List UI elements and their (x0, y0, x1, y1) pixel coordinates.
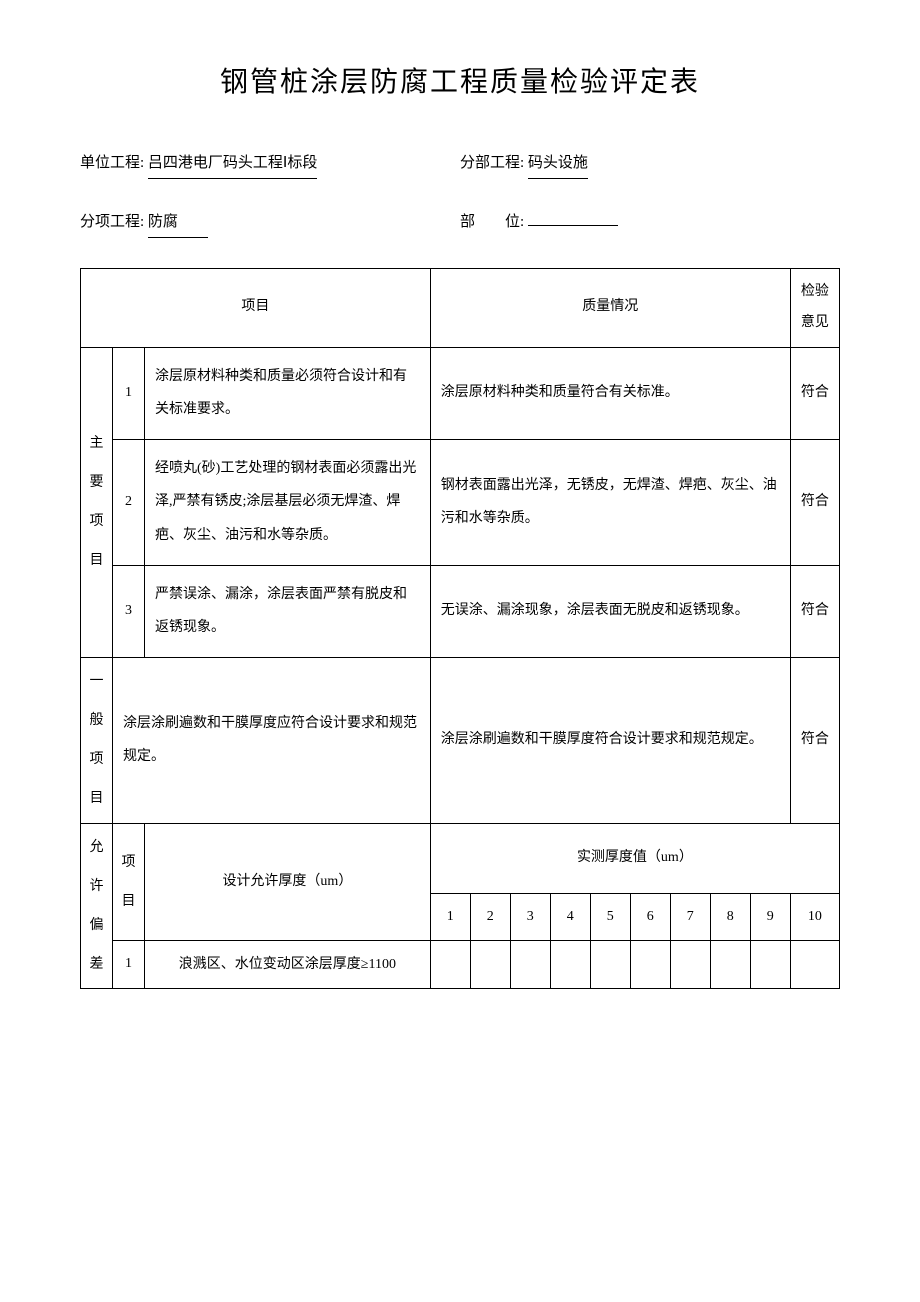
measure-num: 6 (630, 893, 670, 941)
row-opinion: 符合 (790, 347, 839, 439)
measure-header: 实测厚度值（um） (430, 823, 839, 893)
item-label: 分项工程: (80, 214, 144, 230)
item-value: 防腐 (148, 209, 208, 238)
row-opinion: 符合 (790, 565, 839, 657)
section-label: 分部工程: (460, 155, 524, 171)
measure-value (670, 941, 710, 989)
row-status: 无误涂、漏涂现象，涂层表面无脱皮和返锈现象。 (430, 565, 790, 657)
measure-num: 7 (670, 893, 710, 941)
position-value (528, 224, 618, 226)
measure-value (710, 941, 750, 989)
meta-position: 部 位: (460, 209, 840, 238)
measure-num: 10 (790, 893, 839, 941)
unit-value: 吕四港电厂码头工程Ⅰ标段 (148, 150, 317, 179)
row-num: 3 (113, 565, 145, 657)
row-desc: 严禁误涂、漏涂，涂层表面严禁有脱皮和返锈现象。 (145, 565, 431, 657)
measure-value (510, 941, 550, 989)
measure-num: 3 (510, 893, 550, 941)
tolerance-header-row: 允许偏差 项目 设计允许厚度（um） 实测厚度值（um） (81, 823, 840, 893)
measure-num: 8 (710, 893, 750, 941)
section-value: 码头设施 (528, 150, 588, 179)
measure-value (430, 941, 470, 989)
row-status: 钢材表面露出光泽，无锈皮，无焊渣、焊疤、灰尘、油污和水等杂质。 (430, 439, 790, 565)
measure-num: 4 (550, 893, 590, 941)
measure-value (790, 941, 839, 989)
page-title: 钢管桩涂层防腐工程质量检验评定表 (80, 60, 840, 100)
measure-value (590, 941, 630, 989)
row-desc: 涂层原材料种类和质量必须符合设计和有关标准要求。 (145, 347, 431, 439)
design-thickness-label: 设计允许厚度（um） (145, 823, 431, 941)
row-status: 涂层原材料种类和质量符合有关标准。 (430, 347, 790, 439)
measure-value (630, 941, 670, 989)
measure-num: 2 (470, 893, 510, 941)
table-row: 一般项目 涂层涂刷遍数和干膜厚度应符合设计要求和规范规定。 涂层涂刷遍数和干膜厚… (81, 657, 840, 823)
measure-value (470, 941, 510, 989)
measure-num: 9 (750, 893, 790, 941)
tolerance-row-num: 1 (113, 941, 145, 989)
general-items-label: 一般项目 (81, 657, 113, 823)
meta-row-1: 单位工程: 吕四港电厂码头工程Ⅰ标段 分部工程: 码头设施 (80, 150, 840, 179)
tolerance-row-desc: 浪溅区、水位变动区涂层厚度≥1100 (145, 941, 431, 989)
tolerance-sub-label: 项目 (113, 823, 145, 941)
meta-section: 分部工程: 码头设施 (460, 150, 840, 179)
header-row: 项目 质量情况 检验意见 (81, 269, 840, 348)
meta-unit: 单位工程: 吕四港电厂码头工程Ⅰ标段 (80, 150, 460, 179)
row-desc: 经喷丸(砂)工艺处理的钢材表面必须露出光泽,严禁有锈皮;涂层基层必须无焊渣、焊疤… (145, 439, 431, 565)
header-project: 项目 (81, 269, 431, 348)
row-opinion: 符合 (790, 439, 839, 565)
row-desc: 涂层涂刷遍数和干膜厚度应符合设计要求和规范规定。 (113, 657, 431, 823)
table-row: 3 严禁误涂、漏涂，涂层表面严禁有脱皮和返锈现象。 无误涂、漏涂现象，涂层表面无… (81, 565, 840, 657)
header-quality: 质量情况 (430, 269, 790, 348)
header-opinion: 检验意见 (790, 269, 839, 348)
meta-row-2: 分项工程: 防腐 部 位: (80, 209, 840, 238)
tolerance-label: 允许偏差 (81, 823, 113, 989)
tolerance-data-row: 1 浪溅区、水位变动区涂层厚度≥1100 (81, 941, 840, 989)
measure-num: 5 (590, 893, 630, 941)
row-status: 涂层涂刷遍数和干膜厚度符合设计要求和规范规定。 (430, 657, 790, 823)
measure-value (550, 941, 590, 989)
measure-num: 1 (430, 893, 470, 941)
main-table: 项目 质量情况 检验意见 主要项目 1 涂层原材料种类和质量必须符合设计和有关标… (80, 268, 840, 989)
table-row: 2 经喷丸(砂)工艺处理的钢材表面必须露出光泽,严禁有锈皮;涂层基层必须无焊渣、… (81, 439, 840, 565)
row-opinion: 符合 (790, 657, 839, 823)
row-num: 2 (113, 439, 145, 565)
measure-value (750, 941, 790, 989)
unit-label: 单位工程: (80, 155, 144, 171)
position-label: 部 位: (460, 214, 524, 230)
main-items-label: 主要项目 (81, 347, 113, 657)
meta-item: 分项工程: 防腐 (80, 209, 460, 238)
table-row: 主要项目 1 涂层原材料种类和质量必须符合设计和有关标准要求。 涂层原材料种类和… (81, 347, 840, 439)
row-num: 1 (113, 347, 145, 439)
